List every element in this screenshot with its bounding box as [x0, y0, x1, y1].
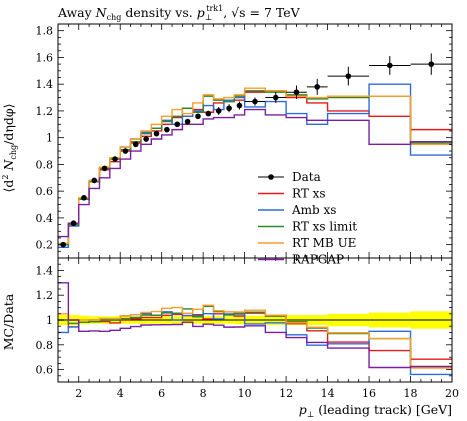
- data-point: [345, 73, 352, 79]
- data-point: [122, 148, 129, 154]
- x-tick-label: 8: [200, 387, 207, 400]
- main-y-tick-label: 1.8: [36, 25, 54, 38]
- ratio-y-tick-label: 0.6: [36, 364, 54, 377]
- legend-label-rt-xs-limit: RT xs limit: [292, 220, 357, 234]
- x-tick-label: 18: [404, 387, 418, 400]
- data-point: [252, 98, 258, 105]
- data-point: [195, 113, 201, 120]
- main-y-tick-label: 1: [46, 132, 53, 145]
- data-point: [236, 102, 243, 109]
- x-axis-label: p⊥ (leading track) [GeV]: [299, 402, 452, 419]
- data-point: [112, 156, 118, 162]
- series-rt-xs-limit-line: [58, 90, 452, 246]
- data-point: [132, 141, 139, 148]
- x-tick-label: 12: [279, 387, 293, 400]
- data-point: [91, 177, 98, 184]
- data-point: [226, 105, 232, 112]
- data-point: [143, 136, 149, 142]
- ratio-y-tick-label: 1.4: [36, 264, 54, 277]
- legend-label-rt-xs: RT xs: [292, 187, 326, 201]
- x-tick-label: 16: [362, 387, 376, 400]
- ratio-rapgap-line: [58, 282, 452, 369]
- legend-label-rt-mb-ue: RT MB UE: [292, 236, 356, 250]
- ratio-y-axis-label: MC/Data: [1, 293, 16, 350]
- main-y-tick-label: 1.6: [36, 51, 54, 64]
- x-tick-label: 10: [238, 387, 252, 400]
- series-layer: [58, 83, 452, 376]
- series-rt-mb-ue-line: [58, 87, 452, 244]
- data-point: [174, 121, 181, 128]
- data-point: [314, 84, 321, 90]
- data-point: [153, 130, 160, 137]
- main-y-tick-label: 1.2: [36, 105, 54, 118]
- ratio-rt-mb-ue-line: [58, 304, 452, 369]
- data-point: [184, 118, 191, 125]
- legend-marker-data: [268, 174, 274, 180]
- ratio-y-tick-label: 1.2: [36, 289, 54, 302]
- data-point: [386, 62, 393, 69]
- legend-label-rapgap: RAPGAP: [292, 253, 344, 267]
- x-tick-label: 14: [321, 387, 335, 400]
- data-point: [101, 165, 108, 172]
- main-y-tick-label: 1.4: [36, 78, 54, 91]
- x-tick-label: 20: [445, 387, 459, 400]
- data-point: [215, 108, 222, 114]
- x-tick-label: 4: [117, 387, 124, 400]
- main-y-tick-label: 0.8: [36, 158, 54, 171]
- data-point: [164, 126, 170, 133]
- data-points-layer: [60, 53, 452, 248]
- legend-label-data: Data: [292, 170, 321, 184]
- main-y-axis-label: ⟨d2 Nchg/dηdφ⟩: [1, 103, 18, 192]
- ratio-y-tick-label: 0.8: [36, 339, 54, 352]
- main-y-tick-label: 0.4: [36, 212, 54, 225]
- legend: Data RT xs Amb xs RT xs limit RT MB UE RAPGAP: [258, 170, 357, 267]
- x-tick-label: 2: [75, 387, 82, 400]
- data-point: [81, 195, 87, 201]
- data-point: [428, 61, 435, 67]
- main-y-tick-label: 0.2: [36, 239, 54, 252]
- axes-layer: 2 4 6 8 10 12 14 16 18 20 0.2 0.4 0.6 0.8 1 1.2 1.4 1.6 1.…: [36, 23, 459, 400]
- ratio-y-tick-label: 1: [46, 314, 53, 327]
- data-point: [205, 110, 212, 117]
- data-point: [293, 89, 300, 95]
- chart-title: Away Nchg density vs. p⊥trk1, √s = 7 TeV: [57, 4, 301, 22]
- data-point: [272, 94, 279, 101]
- series-rapgap-line: [58, 108, 452, 238]
- legend-label-amb-xs: Amb xs: [291, 203, 336, 217]
- data-point: [70, 220, 77, 227]
- x-tick-label: 6: [158, 387, 165, 400]
- main-y-tick-label: 0.6: [36, 185, 54, 198]
